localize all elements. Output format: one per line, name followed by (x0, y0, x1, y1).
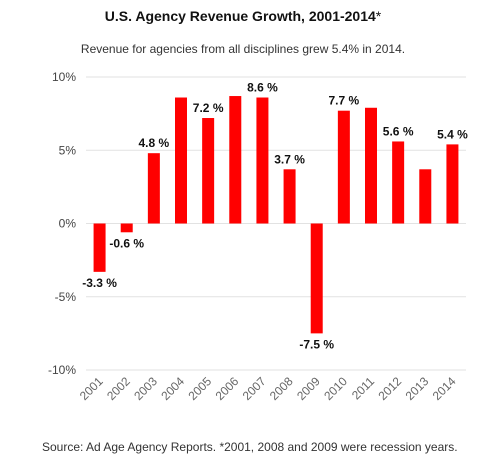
x-tick-label: 2012 (375, 374, 404, 403)
x-tick-label: 2001 (77, 374, 106, 403)
y-tick-label: -10% (48, 363, 76, 377)
data-label: 7.2 % (193, 101, 224, 115)
bar (120, 223, 133, 233)
bar (147, 153, 160, 224)
data-label: -0.6 % (109, 236, 144, 250)
bar (310, 223, 323, 334)
bar-chart: -10%-5%0%5%10% 2001200220032004200520062… (48, 70, 468, 403)
x-tick-label: 2003 (131, 374, 160, 403)
bar (365, 107, 377, 224)
chart-title-text: U.S. Agency Revenue Growth, 2001-2014 (104, 8, 376, 24)
x-tick-label: 2011 (349, 374, 377, 402)
chart-subtitle: Revenue for agencies from all discipline… (80, 42, 406, 56)
y-axis-ticks: -10% -5% 0% 5% 10% (48, 70, 76, 377)
bar (229, 96, 242, 224)
bar (93, 223, 106, 272)
bar (175, 97, 187, 224)
bar (392, 141, 405, 224)
bars (93, 96, 459, 334)
data-label: 5.6 % (383, 124, 414, 138)
y-tick-label: 0% (59, 217, 77, 231)
y-tick-label: 10% (52, 70, 76, 84)
chart-title: U.S. Agency Revenue Growth, 2001-2014* (0, 8, 486, 24)
bar (256, 97, 269, 224)
x-tick-label: 2010 (321, 374, 350, 403)
x-tick-label: 2005 (185, 374, 214, 403)
x-tick-label: 2006 (213, 374, 242, 403)
x-tick-label: 2004 (158, 374, 187, 403)
x-tick-label: 2008 (267, 374, 296, 403)
x-tick-label: 2007 (240, 374, 269, 403)
data-label: 8.6 % (247, 81, 278, 95)
data-label: 7.7 % (329, 94, 360, 108)
y-tick-label: -5% (55, 290, 77, 304)
y-tick-label: 5% (59, 143, 77, 157)
data-label: 5.4 % (437, 127, 468, 141)
x-tick-label: 2014 (430, 374, 459, 403)
data-label: 4.8 % (139, 136, 170, 150)
bar (419, 169, 432, 224)
data-label: 3.7 % (274, 152, 305, 166)
x-tick-label: 2013 (403, 374, 432, 403)
data-labels: -3.3 % -0.6 % 4.8 % 7.2 % 8.6 % 3.7 % -7.5 % 7.… (82, 81, 468, 352)
bar (446, 144, 459, 224)
data-label: -3.3 % (82, 276, 117, 290)
x-tick-label: 2009 (294, 374, 323, 403)
source-note: Source: Ad Age Agency Reports. *2001, 20… (42, 440, 458, 454)
chart-title-asterisk: * (375, 8, 382, 24)
data-label: -7.5 % (299, 337, 334, 351)
x-tick-label: 2002 (104, 374, 133, 403)
grid-lines (86, 76, 466, 371)
bar (337, 110, 350, 224)
x-axis-ticks: 2001200220032004200520062007200820092010… (77, 374, 459, 403)
bar (283, 169, 296, 224)
bar (202, 118, 215, 224)
